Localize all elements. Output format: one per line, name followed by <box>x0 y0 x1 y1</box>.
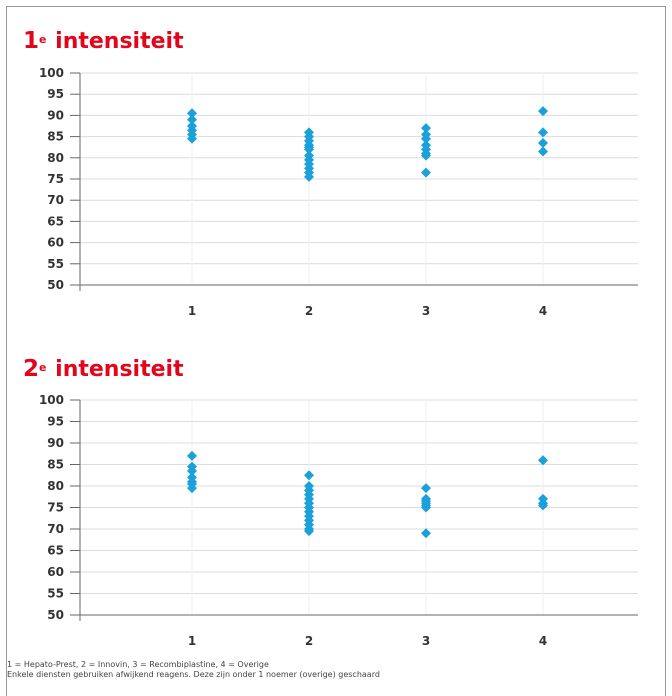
heading-text: intensiteit <box>55 29 184 54</box>
data-point <box>538 137 548 148</box>
chart-1: 50 55 60 65 70 75 80 85 90 95 100 1 2 3 4 <box>39 66 638 318</box>
legend-footnote: 1 = Hepato-Prest, 2 = Innovin, 3 = Recom… <box>7 660 269 669</box>
data-point <box>187 133 197 144</box>
heading-number: 1 <box>23 28 40 54</box>
y-tick-label: 90 <box>47 436 64 450</box>
data-point <box>421 123 431 134</box>
y-tick-label: 100 <box>39 66 64 80</box>
y-tick-label: 70 <box>47 522 64 536</box>
y-tick-label: 80 <box>47 479 64 493</box>
x-tick-label: 3 <box>422 634 430 648</box>
x-tick-label: 3 <box>422 304 430 318</box>
y-tick-label: 60 <box>47 236 64 250</box>
y-tick-label: 55 <box>47 257 64 271</box>
data-point <box>304 171 314 182</box>
y-tick-label: 80 <box>47 151 64 165</box>
data-point <box>421 167 431 178</box>
data-point <box>304 526 314 537</box>
chart-1-heading: 1e intensiteit <box>23 28 184 55</box>
data-point <box>421 502 431 513</box>
y-tick-label: 100 <box>39 393 64 407</box>
data-point <box>304 470 314 481</box>
x-tick-label: 1 <box>188 634 196 648</box>
y-tick-label: 65 <box>47 214 64 228</box>
y-tick-label: 60 <box>47 565 64 579</box>
y-tick-label: 75 <box>47 172 64 186</box>
data-point <box>187 465 197 476</box>
y-tick-label: 90 <box>47 108 64 122</box>
heading-superscript: e <box>39 361 47 374</box>
y-tick-label: 65 <box>47 544 64 558</box>
data-point <box>421 150 431 161</box>
y-tick-label: 50 <box>47 608 64 622</box>
x-tick-label: 2 <box>305 304 313 318</box>
data-point <box>304 144 314 155</box>
x-tick-label: 4 <box>539 304 547 318</box>
y-tick-label: 70 <box>47 193 64 207</box>
y-tick-label: 95 <box>47 87 64 101</box>
y-tick-label: 55 <box>47 587 64 601</box>
data-point <box>538 146 548 157</box>
heading-superscript: e <box>39 33 47 46</box>
y-tick-label: 50 <box>47 278 64 292</box>
x-tick-label: 1 <box>188 304 196 318</box>
data-point <box>538 455 548 466</box>
data-point <box>187 114 197 125</box>
x-tick-label: 4 <box>539 634 547 648</box>
data-point <box>187 483 197 494</box>
data-point <box>187 108 197 119</box>
heading-number: 2 <box>23 356 40 382</box>
figure-frame <box>6 6 666 696</box>
y-tick-label: 85 <box>47 458 64 472</box>
chart-2-heading: 2e intensiteit <box>23 356 184 383</box>
data-point <box>421 483 431 494</box>
data-point <box>187 450 197 461</box>
data-point <box>538 500 548 511</box>
y-tick-label: 95 <box>47 415 64 429</box>
reagent-footnote: Enkele diensten gebruiken afwijkend reag… <box>7 670 380 679</box>
y-tick-label: 85 <box>47 130 64 144</box>
y-tick-label: 75 <box>47 501 64 515</box>
heading-text: intensiteit <box>55 357 184 382</box>
x-tick-label: 2 <box>305 634 313 648</box>
chart-2: 50 55 60 65 70 75 80 85 90 95 100 1 2 3 4 <box>39 393 638 648</box>
data-point <box>421 133 431 144</box>
data-point <box>421 528 431 539</box>
data-point <box>538 127 548 138</box>
data-point <box>538 106 548 117</box>
